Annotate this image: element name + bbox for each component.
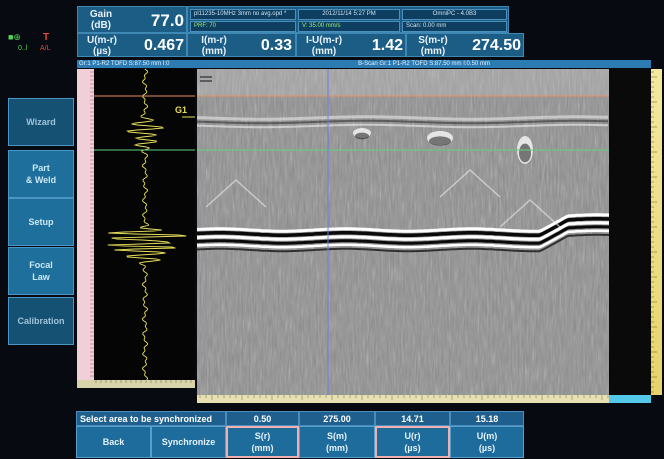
sync-button-label: S(m)	[327, 431, 347, 441]
bscan-reflections	[196, 115, 610, 253]
sync-button-sm[interactable]: S(m) (mm)	[299, 426, 375, 458]
synchronize-button[interactable]: Synchronize	[151, 426, 226, 458]
sync-value-3: 15.18	[450, 411, 524, 426]
sync-button-unit: (mm)	[326, 443, 348, 453]
side-menu-label: Wizard	[26, 117, 56, 127]
scan-position: Scan: 0.00 mm	[402, 21, 507, 32]
sync-button-ur[interactable]: U(r) (µs)	[375, 426, 450, 458]
im-unit: (mm)	[201, 46, 227, 57]
connection-status-icon: ■⊕ 0..l T A/L	[8, 32, 51, 52]
sync-prompt: Select area to be synchronized	[76, 411, 226, 426]
svg-text:0..l: 0..l	[18, 45, 28, 52]
sync-value-1: 275.00	[299, 411, 375, 426]
gate-label: G1	[175, 105, 187, 115]
sync-value-2: 14.71	[375, 411, 450, 426]
sync-button-unit: (mm)	[251, 443, 274, 453]
info-panel: pl11235-10MHz 3mm no avg.opd * PRF: 70 2…	[187, 6, 509, 33]
velocity-value: V: 35.00 mm/s	[298, 21, 400, 32]
ascan-plot[interactable]	[94, 69, 195, 380]
app-version: OmniPC - 4.0B3	[402, 9, 507, 20]
sync-button-unit: (µs)	[478, 443, 496, 453]
sm-value: 274.50	[472, 37, 521, 54]
ur-value: 0.467	[143, 37, 184, 54]
ur-unit: (µs)	[93, 46, 111, 57]
ium-unit: (mm)	[311, 46, 337, 57]
gain-field[interactable]: Gain (dB) 77.0	[77, 6, 187, 33]
ium-value: 1.42	[371, 37, 403, 54]
ium-field: I-U(m-r) (mm) 1.42	[296, 33, 406, 57]
sync-button-label: S(r)	[254, 431, 271, 441]
sync-button-label: U(r)	[404, 431, 421, 441]
sync-value-0: 0.50	[226, 411, 299, 426]
side-menu-label: Part & Weld	[25, 163, 57, 185]
sm-label: S(m-r)	[418, 35, 448, 46]
svg-text:■⊕: ■⊕	[8, 32, 21, 42]
svg-text:T: T	[43, 32, 49, 43]
sync-button-sr[interactable]: S(r) (mm)	[226, 426, 299, 458]
sm-field: S(m-r) (mm) 274.50	[406, 33, 524, 57]
status-icons: ■⊕ 0..l T A/L	[6, 30, 72, 52]
sync-button-um[interactable]: U(m) (µs)	[450, 426, 524, 458]
ascan-amp-ruler	[77, 380, 195, 388]
back-button[interactable]: Back	[76, 426, 151, 458]
side-menu-item-focal-law[interactable]: Focal Law	[8, 247, 74, 295]
bscan-title: B-Scan Gr:1 P1-R2 TOFD S:87.50 mm I:0.50…	[197, 60, 651, 68]
im-label: I(m-r)	[201, 35, 227, 46]
synchronize-button-label: Synchronize	[161, 437, 216, 447]
ascan-trace	[107, 68, 187, 381]
im-field: I(m-r) (mm) 0.33	[187, 33, 296, 57]
back-button-label: Back	[102, 437, 125, 447]
ur-field: U(m-r) (µs) 0.467	[77, 33, 187, 57]
side-menu-item-calibration[interactable]: Calibration	[8, 297, 74, 345]
ium-label: I-U(m-r)	[305, 35, 343, 46]
side-menu-label: Focal Law	[29, 260, 53, 282]
ascan-title: Gr:1 P1-R2 TOFD S:87.50 mm I:0	[77, 60, 197, 68]
gain-value: 77.0	[150, 11, 184, 30]
im-value: 0.33	[260, 37, 292, 54]
datetime: 2012/11/14 5:27 PM	[298, 9, 400, 20]
gain-unit: (dB)	[91, 20, 111, 31]
gain-label: Gain	[89, 9, 113, 20]
prf-value: PRF: 70	[190, 21, 296, 32]
sm-unit: (mm)	[420, 46, 446, 57]
sync-button-unit: (µs)	[404, 443, 421, 453]
side-menu-label: Setup	[28, 217, 54, 227]
file-name: pl11235-10MHz 3mm no avg.opd *	[190, 9, 296, 20]
ascan-depth-ruler	[77, 69, 94, 380]
bscan-depth-ruler	[651, 69, 662, 395]
side-menu-item-setup[interactable]: Setup	[8, 198, 74, 246]
ur-label: U(m-r)	[87, 35, 117, 46]
side-menu-item-wizard[interactable]: Wizard	[8, 98, 74, 146]
side-menu-item-part-weld[interactable]: Part & Weld	[8, 150, 74, 198]
side-menu-label: Calibration	[17, 316, 65, 326]
bscan-scan-ruler	[197, 395, 651, 403]
sync-button-label: U(m)	[476, 431, 498, 441]
svg-text:A/L: A/L	[40, 45, 51, 52]
